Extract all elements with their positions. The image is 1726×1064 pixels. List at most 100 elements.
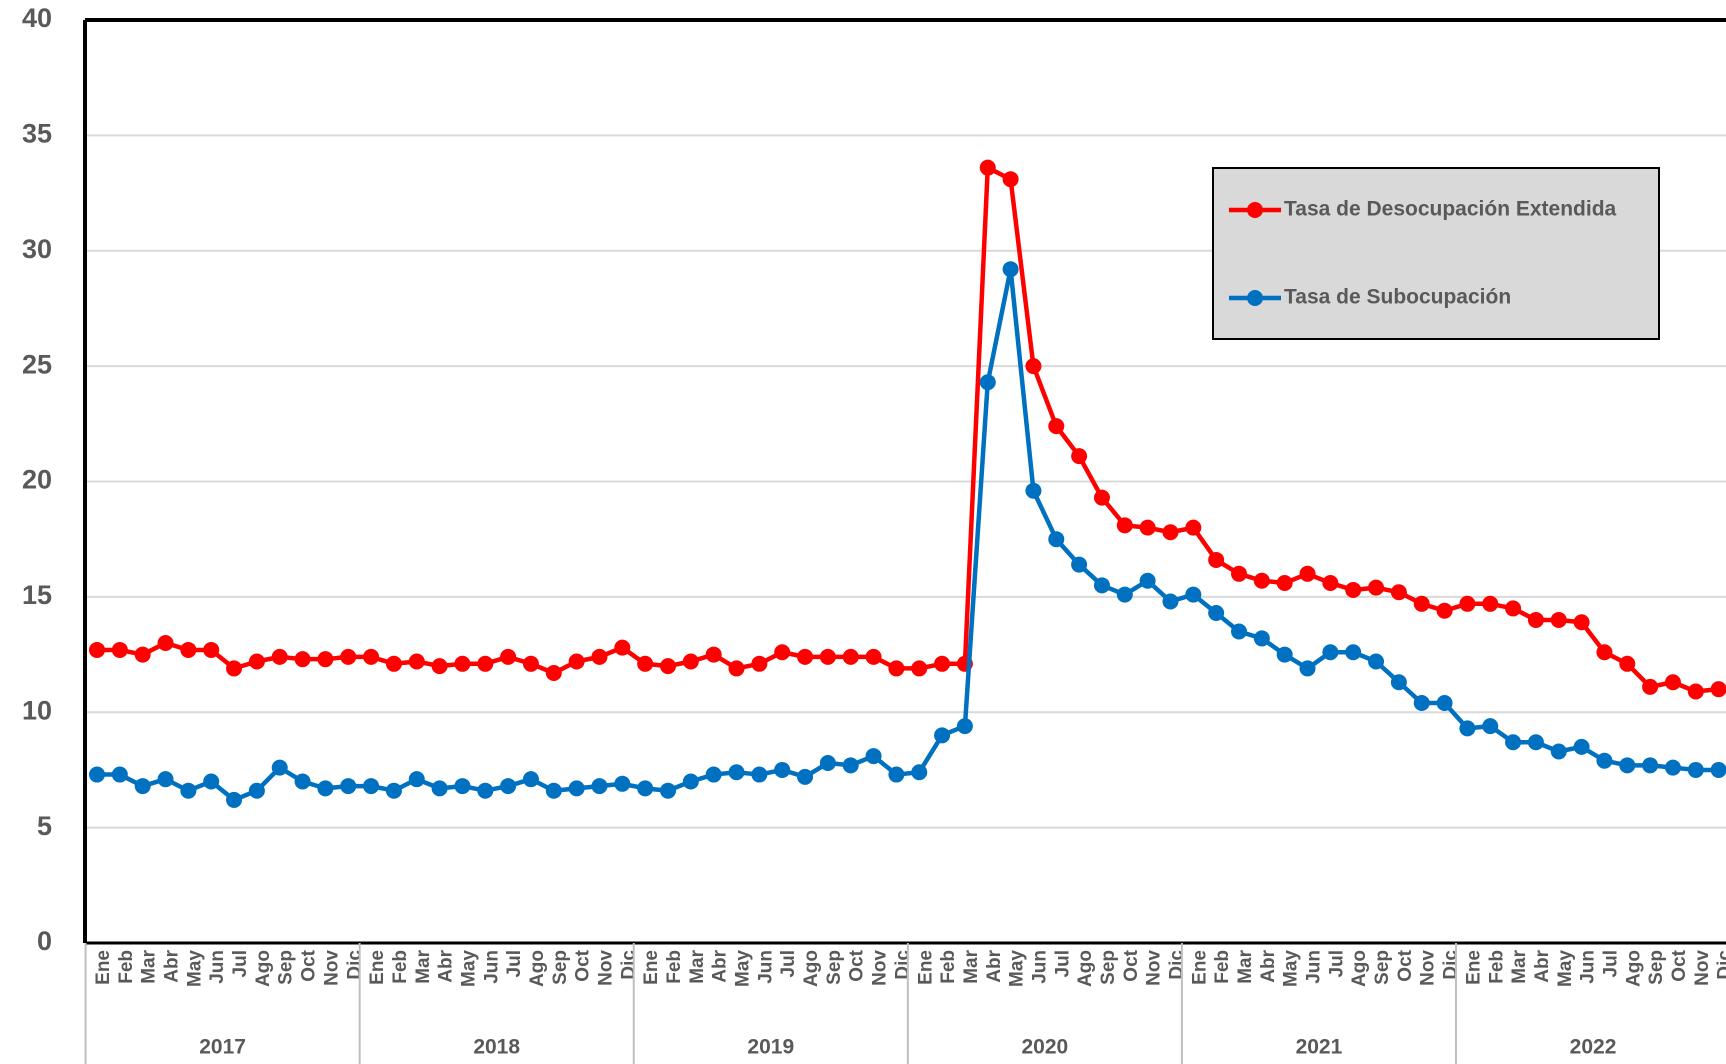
marker bbox=[180, 641, 197, 658]
marker bbox=[797, 648, 814, 665]
x-tick-label: Jun bbox=[207, 950, 228, 984]
x-tick-label: Mar bbox=[139, 949, 160, 983]
marker bbox=[1642, 757, 1659, 774]
marker bbox=[1071, 448, 1088, 465]
x-tick-label: Dic bbox=[618, 950, 639, 980]
marker bbox=[454, 655, 471, 672]
x-tick-label: Ene bbox=[915, 950, 936, 985]
marker bbox=[797, 768, 814, 785]
x-tick-label: Mar bbox=[413, 949, 434, 983]
x-tick-label: Feb bbox=[390, 950, 411, 984]
marker bbox=[1390, 584, 1407, 601]
marker bbox=[774, 761, 791, 778]
marker bbox=[1664, 759, 1681, 776]
x-tick-label: Ago bbox=[1623, 950, 1644, 987]
x-tick-label: Jul bbox=[778, 950, 799, 977]
x-tick-label: Nov bbox=[1144, 950, 1165, 986]
legend-label: Tasa de Desocupación Extendida bbox=[1284, 198, 1617, 221]
marker bbox=[1139, 572, 1156, 589]
x-tick-label: Ene bbox=[93, 950, 114, 985]
x-tick-label: Mar bbox=[1235, 949, 1256, 983]
x-tick-label: Dic bbox=[1441, 950, 1462, 980]
marker bbox=[1231, 623, 1247, 640]
marker bbox=[660, 658, 676, 675]
x-tick-label: Dic bbox=[344, 950, 365, 980]
marker bbox=[500, 778, 517, 795]
marker bbox=[682, 653, 699, 670]
marker bbox=[888, 766, 905, 783]
x-tick-label: Ago bbox=[1075, 950, 1096, 987]
marker bbox=[180, 782, 197, 799]
legend-label: Tasa de Subocupación bbox=[1284, 286, 1511, 309]
marker bbox=[294, 651, 311, 668]
marker bbox=[1185, 586, 1202, 603]
x-tick-label: Ago bbox=[527, 950, 548, 987]
x-tick-label: Ene bbox=[1189, 950, 1210, 985]
x-tick-label: Sep bbox=[824, 950, 845, 985]
year-label: 2021 bbox=[1296, 1036, 1343, 1059]
marker bbox=[317, 651, 334, 668]
x-tick-label: Oct bbox=[573, 949, 594, 981]
x-tick-label: Abr bbox=[710, 949, 731, 982]
legend-marker bbox=[1247, 202, 1263, 218]
x-tick-label: Dic bbox=[892, 950, 913, 980]
x-tick-label: Nov bbox=[1692, 950, 1713, 986]
marker bbox=[1253, 572, 1270, 589]
marker bbox=[1527, 611, 1544, 628]
marker bbox=[1619, 655, 1636, 672]
marker bbox=[1642, 678, 1659, 695]
marker bbox=[1687, 683, 1704, 700]
marker bbox=[705, 646, 722, 663]
marker bbox=[522, 655, 539, 672]
x-tick-label: Abr bbox=[436, 949, 457, 982]
marker bbox=[248, 653, 265, 670]
x-tick-label: May bbox=[1555, 950, 1576, 987]
year-label: 2018 bbox=[473, 1036, 520, 1059]
x-tick-label: Jul bbox=[1052, 950, 1073, 977]
marker bbox=[1436, 602, 1453, 619]
marker bbox=[1596, 752, 1613, 769]
marker bbox=[979, 374, 996, 391]
x-tick-label: Ago bbox=[253, 950, 274, 987]
marker bbox=[865, 648, 882, 665]
marker bbox=[568, 653, 585, 670]
marker bbox=[819, 648, 836, 665]
marker bbox=[431, 780, 448, 797]
marker bbox=[568, 780, 585, 797]
marker bbox=[157, 635, 174, 652]
marker bbox=[1710, 761, 1726, 778]
marker bbox=[1208, 605, 1225, 622]
marker bbox=[1573, 614, 1590, 631]
marker bbox=[911, 660, 928, 677]
marker bbox=[203, 641, 220, 658]
x-tick-label: Feb bbox=[664, 950, 685, 984]
y-tick-label: 0 bbox=[37, 926, 52, 956]
marker bbox=[111, 766, 128, 783]
x-tick-label: Sep bbox=[1098, 950, 1119, 985]
marker bbox=[888, 660, 905, 677]
marker bbox=[294, 773, 311, 790]
x-tick-label: Jul bbox=[1326, 950, 1347, 977]
marker bbox=[1687, 761, 1704, 778]
x-tick-label: Abr bbox=[1258, 949, 1279, 982]
marker bbox=[751, 655, 768, 672]
series-line bbox=[97, 266, 1719, 803]
x-tick-label: Nov bbox=[595, 950, 616, 986]
marker bbox=[1276, 646, 1293, 663]
y-tick-label: 10 bbox=[22, 695, 52, 725]
marker bbox=[1002, 261, 1019, 278]
marker bbox=[1253, 630, 1270, 647]
x-tick-label: Oct bbox=[847, 949, 868, 981]
marker bbox=[203, 773, 220, 790]
marker bbox=[591, 648, 608, 665]
marker bbox=[614, 775, 631, 792]
marker bbox=[1482, 718, 1499, 735]
x-tick-label: Ago bbox=[801, 950, 822, 987]
marker bbox=[157, 771, 174, 788]
marker bbox=[774, 644, 791, 661]
x-tick-label: Feb bbox=[1212, 950, 1233, 984]
marker bbox=[1710, 681, 1726, 698]
x-tick-label: Oct bbox=[1121, 949, 1142, 981]
x-tick-label: Feb bbox=[938, 950, 959, 984]
